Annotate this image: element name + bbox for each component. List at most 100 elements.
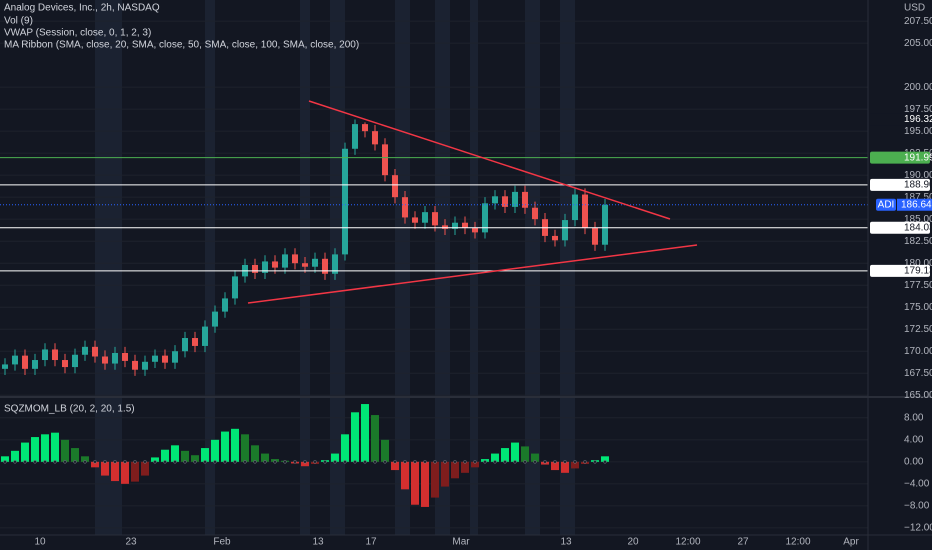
momentum-bar [531,453,539,462]
squeeze-dot [83,460,87,464]
squeeze-dot [563,460,567,464]
candle-body [392,175,398,198]
momentum-bar [241,434,249,462]
y-tick-label: 187.50 [904,192,932,203]
candle-body [382,144,388,176]
momentum-bar [371,415,379,462]
candle-body [132,360,138,370]
level-badge [870,264,930,277]
y-tick-label: −4.00 [904,478,930,489]
squeeze-dot [223,460,227,464]
x-tick-label: 23 [125,537,137,548]
momentum-bar [81,456,89,462]
candle-body [592,227,598,245]
y-tick-label: 8.00 [904,412,924,423]
candle-body [102,356,108,364]
session-band [95,0,122,535]
trend-line [308,100,671,220]
candle-body [562,220,568,241]
momentum-bar [211,439,219,462]
momentum-bar [431,461,439,498]
session-band [525,0,540,535]
squeeze-dot [103,460,107,464]
squeeze-dot [203,460,207,464]
momentum-bar [261,453,269,462]
symbol-badge [876,198,896,211]
momentum-bar [451,461,459,479]
candle-body [532,207,538,220]
momentum-bar [21,442,29,462]
y-tick-label: 182.50 [904,236,932,247]
session-band [435,0,450,535]
momentum-bar [441,461,449,487]
squeeze-dot [363,460,367,464]
momentum-bar [101,461,109,476]
candle-body [172,351,178,363]
momentum-bar [351,412,359,462]
candle-body [32,360,38,369]
candle-body [272,261,278,268]
candle-body [442,225,448,229]
candle-body [302,263,308,267]
squeeze-dot [193,460,197,464]
candle-body [12,355,18,365]
squeeze-dot [53,460,57,464]
momentum-bar [511,442,519,462]
candle-body [402,197,408,218]
squeeze-dot [153,460,157,464]
squeeze-dot [243,460,247,464]
candle-body [422,212,428,223]
currency-label: USD [904,3,925,14]
squeeze-dot [433,460,437,464]
momentum-bar [161,449,169,462]
momentum-bar [111,461,119,482]
candle-body [182,338,188,352]
squeeze-dot [553,460,557,464]
squeeze-dot [413,460,417,464]
momentum-bar [91,461,99,468]
momentum-bar [141,461,149,476]
momentum-bar [501,448,509,462]
indicator-label: VWAP (Session, close, 0, 1, 2, 3) [4,28,151,39]
squeeze-dot [163,460,167,464]
squeeze-dot [13,460,17,464]
candle-body [322,258,328,274]
candle-body [212,311,218,327]
momentum-bar [61,439,69,462]
squeeze-dot [393,460,397,464]
level-label: 191.99 [904,152,932,163]
momentum-bar [361,404,369,462]
squeeze-dot [383,460,387,464]
candle-body [142,361,148,370]
momentum-bar [331,453,339,462]
candle-body [552,235,558,241]
x-tick-label: 20 [627,537,639,548]
squeeze-dot [443,460,447,464]
indicator-label: Vol (9) [4,16,33,27]
candle-body [582,194,588,228]
candle-body [412,217,418,223]
squeeze-dot [343,460,347,464]
squeeze-dot [133,460,137,464]
squeeze-dot [303,460,307,464]
squeeze-dot [543,460,547,464]
squeeze-dot [323,460,327,464]
squeeze-dot [353,460,357,464]
candle-body [522,191,528,208]
squeeze-dot [213,460,217,464]
momentum-bar [231,428,239,462]
squeeze-dot [93,460,97,464]
candle-body [82,346,88,355]
candle-body [72,354,78,368]
x-tick-label: 13 [312,537,324,548]
x-tick-label: 12:00 [785,537,810,548]
momentum-bar [411,461,419,505]
session-band [205,0,215,535]
x-tick-label: 17 [365,537,377,548]
candle-body [312,258,318,267]
level-label: 188.90 [904,179,932,190]
candle-body [462,222,468,228]
indicator-label: MA Ribbon (SMA, close, 20, SMA, close, 5… [4,40,359,51]
y-tick-label: 172.50 [904,324,932,335]
